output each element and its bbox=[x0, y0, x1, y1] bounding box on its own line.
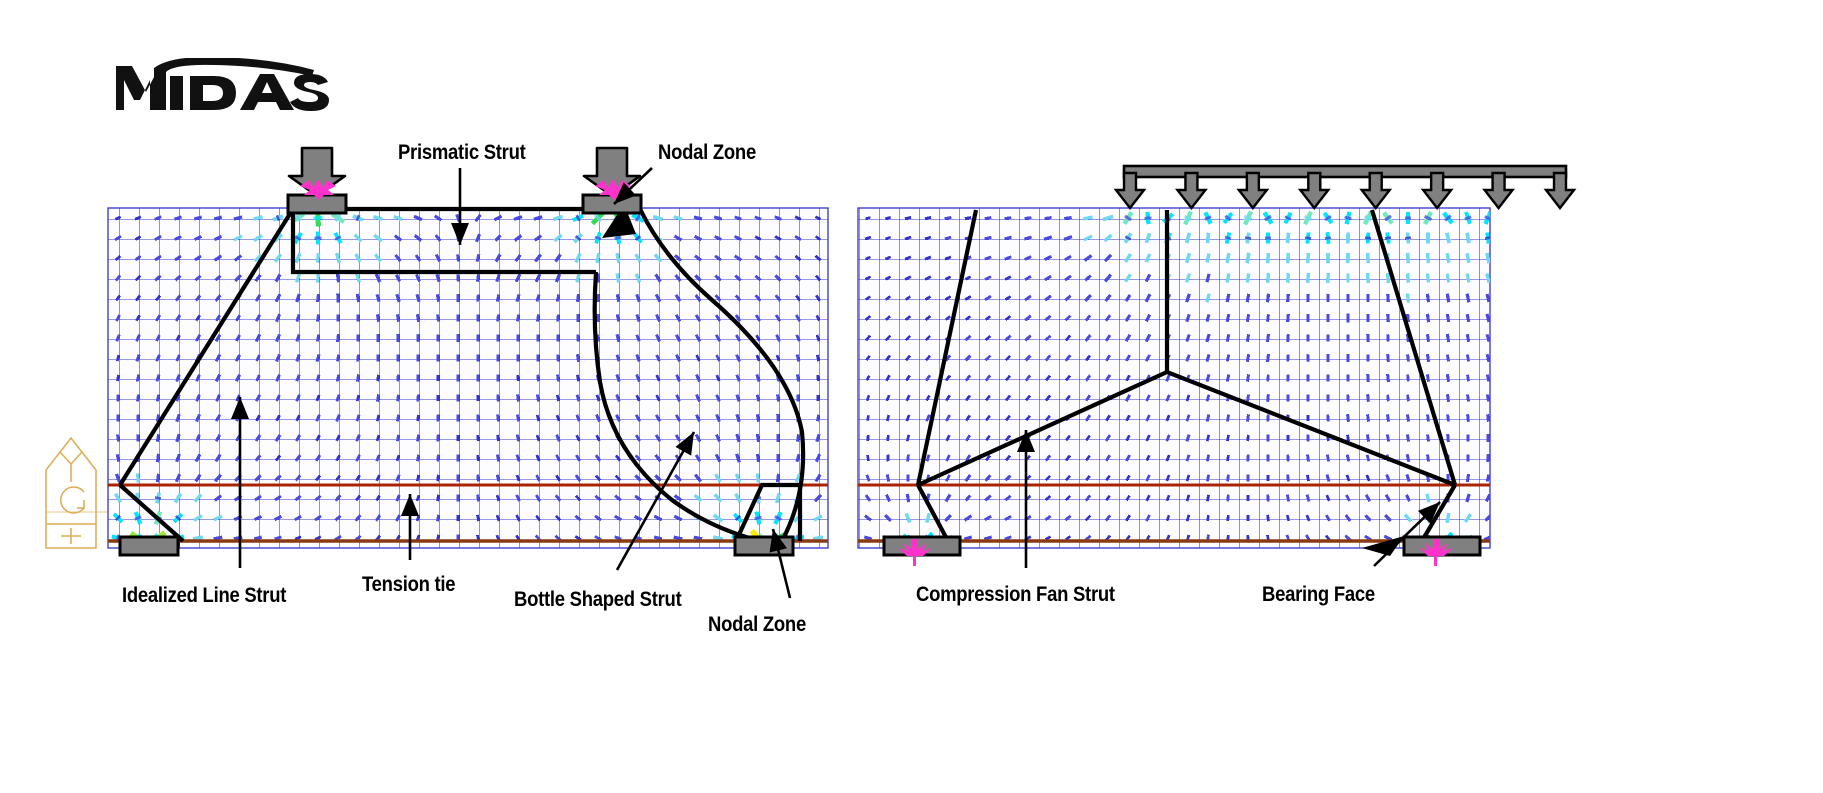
right-strut-tie-outline bbox=[915, 209, 1458, 543]
label-nodal-zone-top: Nodal Zone bbox=[658, 141, 756, 164]
midas-logo-icon bbox=[110, 58, 370, 116]
label-nodal-zone-bottom: Nodal Zone bbox=[708, 613, 806, 636]
right-distributed-load bbox=[1113, 164, 1577, 210]
label-bearing-face: Bearing Face bbox=[1262, 583, 1375, 606]
label-bottle-shaped-strut: Bottle Shaped Strut bbox=[514, 588, 682, 611]
label-idealized-line-strut: Idealized Line Strut bbox=[122, 584, 287, 607]
right-stress-vector-field bbox=[863, 210, 1490, 545]
left-strut-tie-outline bbox=[118, 204, 806, 544]
right-tension-tie-line bbox=[858, 483, 1490, 543]
label-compression-fan-strut: Compression Fan Strut bbox=[916, 583, 1115, 606]
right-reaction-markers bbox=[898, 536, 1453, 566]
left-stress-vector-field bbox=[111, 209, 824, 548]
left-mesh-grid bbox=[107, 207, 829, 549]
left-reaction-markers bbox=[300, 179, 631, 200]
left-panel bbox=[107, 146, 829, 557]
label-tension-tie: Tension tie bbox=[362, 573, 456, 596]
left-tension-tie-line bbox=[108, 483, 828, 543]
right-mesh-grid bbox=[857, 207, 1491, 549]
label-leader-arrowheads bbox=[231, 182, 1440, 553]
label-prismatic-strut: Prismatic Strut bbox=[398, 141, 526, 164]
right-panel bbox=[857, 164, 1577, 566]
